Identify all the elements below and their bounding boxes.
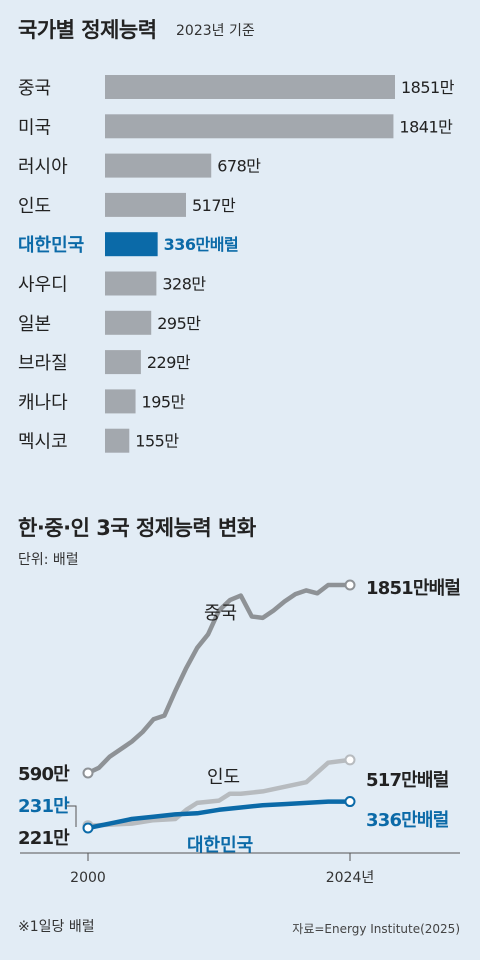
- bar: [105, 192, 186, 217]
- bar-category-label: 브라질: [18, 353, 68, 374]
- series-start-marker: [82, 822, 94, 834]
- bar-value-label: 336만배럴: [164, 235, 239, 254]
- series-name-label: 대한민국: [187, 835, 253, 856]
- bar: [105, 428, 130, 453]
- bar: [105, 75, 395, 99]
- bar-category-label: 미국: [18, 117, 51, 138]
- bar: [105, 114, 394, 139]
- bar-value-label: 328만: [162, 275, 206, 294]
- bar: [105, 310, 152, 335]
- series-end-label: 336만배럴: [366, 809, 449, 831]
- series-end-marker: [344, 579, 356, 591]
- bar-value-label: 1841만: [399, 117, 453, 136]
- bar-category-label: 캐나다: [18, 392, 68, 413]
- bar-chart-subtitle: 2023년 기준: [176, 23, 255, 39]
- series-line: [85, 582, 353, 776]
- source-note: 자료=Energy Institute(2025): [292, 922, 460, 936]
- bar-category-label: 멕시코: [18, 432, 68, 453]
- series-start-marker: [82, 767, 94, 779]
- series-name-label: 중국: [204, 603, 237, 624]
- bar-value-label: 195만: [142, 392, 186, 411]
- bar: [105, 153, 212, 178]
- bar-value-label: 155만: [135, 432, 179, 451]
- x-tick-label: 2024년: [326, 870, 375, 886]
- bar: [105, 232, 158, 257]
- x-tick-label: 2000: [70, 870, 106, 886]
- bar-category-label: 사우디: [18, 275, 68, 296]
- series-line: [85, 757, 353, 828]
- bar-category-label: 일본: [18, 314, 51, 335]
- bar-category-label: 인도: [18, 196, 51, 217]
- footnote: ※1일당 배럴: [18, 919, 95, 935]
- series-end-label: 517만배럴: [366, 769, 449, 791]
- line-chart-title: 한·중·인 3국 정제능력 변화: [18, 516, 256, 540]
- bar: [105, 389, 136, 414]
- series-end-marker: [344, 796, 356, 808]
- label-leader-line: [66, 805, 77, 827]
- line-chart-unit: 단위: 배럴: [18, 552, 79, 568]
- series-end-label: 1851만배럴: [366, 577, 460, 599]
- bar-category-label: 대한민국: [18, 235, 84, 256]
- series-end-marker: [344, 754, 356, 766]
- bar: [105, 271, 157, 296]
- series-name-label: 인도: [207, 767, 240, 788]
- bar-category-label: 중국: [18, 78, 51, 99]
- series-start-label: 221만: [18, 828, 70, 849]
- line-chart: 2000 2024년 1851만배럴 517만배럴 336만배럴 590만 231만 221만…: [18, 577, 461, 886]
- bar-category-label: 러시아: [18, 157, 68, 178]
- series-start-label: 231만: [18, 796, 70, 817]
- bar: [105, 350, 141, 375]
- bar-value-label: 517만: [192, 196, 236, 215]
- series-line: [85, 799, 353, 831]
- bar-value-label: 678만: [217, 157, 261, 176]
- bar-value-label: 1851만: [401, 78, 455, 97]
- series-start-label: 590만: [18, 764, 70, 785]
- bar-chart-title: 국가별 정제능력: [18, 18, 157, 42]
- bar-value-label: 295만: [157, 314, 201, 333]
- bar-value-label: 229만: [147, 353, 191, 372]
